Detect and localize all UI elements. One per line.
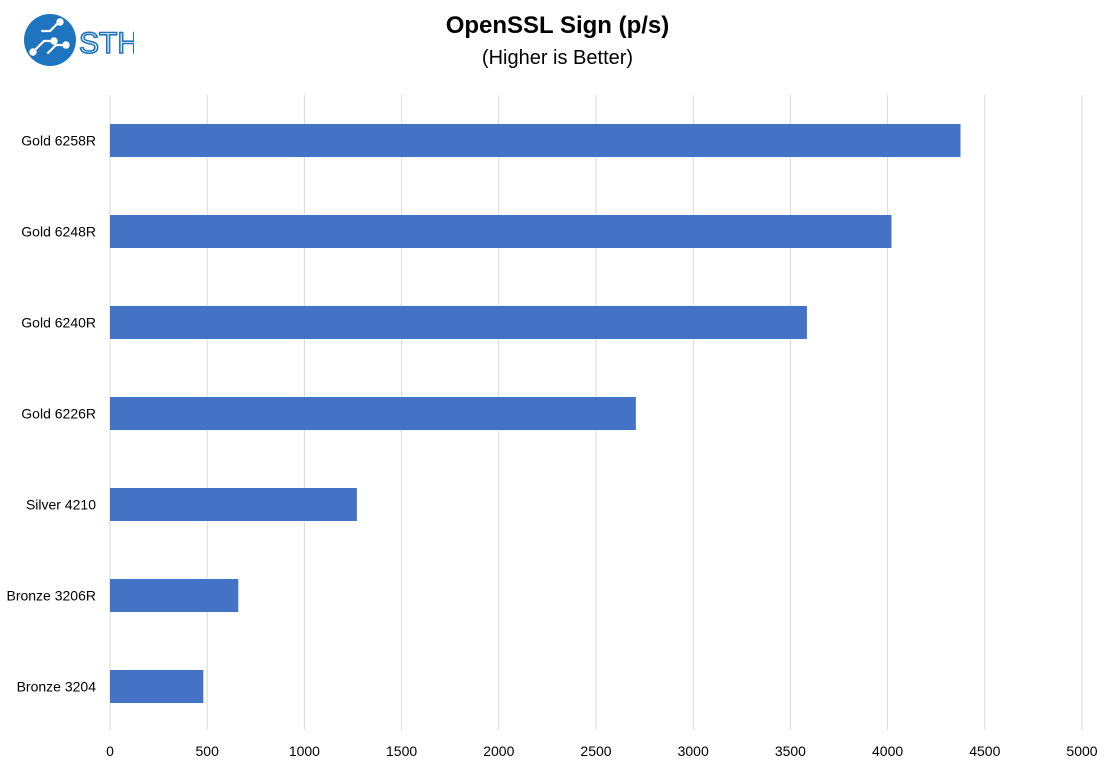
bar-gold-6226r bbox=[110, 397, 636, 430]
x-tick-label-500: 500 bbox=[196, 743, 220, 759]
x-tick-labels: 0 500 1000 1500 2000 2500 3000 3500 4000 4500 5000 bbox=[106, 743, 1098, 759]
x-tick-label-3500: 3500 bbox=[775, 743, 806, 759]
category-label-gold-6226r: Gold 6226R bbox=[21, 406, 96, 422]
sth-logo: STH bbox=[24, 14, 134, 66]
x-tick-label-3000: 3000 bbox=[678, 743, 709, 759]
category-label-gold-6258r: Gold 6258R bbox=[21, 133, 96, 149]
chart-subtitle: (Higher is Better) bbox=[481, 47, 634, 69]
bar-bronze-3204 bbox=[110, 670, 204, 703]
x-tick-label-4500: 4500 bbox=[969, 743, 1000, 759]
x-tick-label-1500: 1500 bbox=[386, 743, 417, 759]
x-tick-label-2000: 2000 bbox=[483, 743, 514, 759]
bar-bronze-3206r bbox=[110, 579, 239, 612]
x-tick-label-5000: 5000 bbox=[1066, 743, 1097, 759]
bars bbox=[110, 124, 961, 703]
category-label-gold-6248r: Gold 6248R bbox=[21, 224, 96, 240]
bar-gold-6240r bbox=[110, 306, 807, 339]
logo-text: STH bbox=[79, 27, 134, 60]
category-label-bronze-3206r: Bronze 3206R bbox=[6, 588, 96, 604]
category-label-bronze-3204: Bronze 3204 bbox=[17, 679, 97, 695]
x-tick-label-4000: 4000 bbox=[872, 743, 903, 759]
x-tick-label-1000: 1000 bbox=[289, 743, 320, 759]
bar-silver-4210 bbox=[110, 488, 357, 521]
x-tick-label-0: 0 bbox=[106, 743, 114, 759]
bar-gold-6248r bbox=[110, 215, 892, 248]
bar-gold-6258r bbox=[110, 124, 961, 157]
category-labels: Gold 6258R Gold 6248R Gold 6240R Gold 6226R… bbox=[6, 133, 96, 695]
x-tick-label-2500: 2500 bbox=[580, 743, 611, 759]
chart-title: OpenSSL Sign (p/s) bbox=[445, 12, 670, 39]
category-label-silver-4210: Silver 4210 bbox=[26, 497, 96, 513]
category-label-gold-6240r: Gold 6240R bbox=[21, 315, 96, 331]
